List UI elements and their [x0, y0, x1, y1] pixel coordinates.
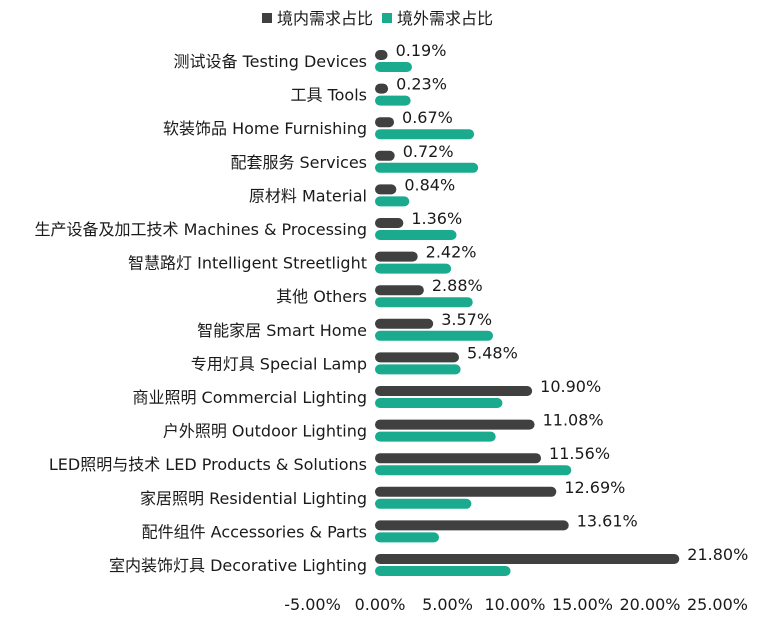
category-label: 测试设备 Testing Devices [174, 52, 367, 71]
category-label: 商业照明 Commercial Lighting [132, 388, 367, 407]
bar-domestic [375, 251, 418, 262]
bar-overseas [375, 465, 572, 476]
data-label-domestic: 13.61% [577, 511, 638, 530]
bar-domestic [375, 318, 434, 329]
legend-swatch-domestic [262, 13, 272, 23]
bar-overseas [375, 230, 457, 240]
data-label-domestic: 0.19% [396, 41, 447, 60]
bar-overseas [375, 297, 473, 308]
data-label-domestic: 0.72% [403, 142, 454, 161]
bar-domestic [375, 486, 557, 497]
data-label-domestic: 0.84% [404, 175, 455, 194]
bar-overseas [375, 62, 412, 72]
x-tick-label: 5.00% [422, 595, 473, 614]
x-tick-label: -5.00% [284, 595, 341, 614]
bar-domestic [375, 117, 395, 128]
data-label-domestic: 11.08% [543, 411, 604, 430]
bar-overseas [375, 263, 452, 274]
bar-overseas [375, 162, 479, 173]
category-label: 配套服务 Services [230, 153, 367, 172]
category-label: 专用灯具 Special Lamp [191, 354, 367, 373]
data-label-domestic: 10.90% [540, 377, 601, 396]
bar-overseas [375, 498, 472, 509]
plot-area: 测试设备 Testing Devices 0.19% 工具 Tools 0.23% 软装… [35, 41, 748, 576]
bar-overseas [375, 532, 439, 543]
category-label: 智能家居 Smart Home [197, 321, 367, 340]
category-label: 配件组件 Accessories & Parts [142, 522, 367, 541]
data-label-domestic: 2.88% [432, 276, 483, 295]
bar-overseas [375, 364, 461, 375]
data-label-domestic: 2.42% [426, 243, 477, 262]
bar-domestic [375, 554, 680, 564]
x-tick-label: 15.00% [552, 595, 613, 614]
bar-overseas [375, 398, 503, 408]
category-label: 室内装饰灯具 Decorative Lighting [109, 556, 367, 575]
bar-domestic [375, 218, 404, 228]
category-label: 原材料 Material [249, 186, 367, 205]
legend-label-domestic: 境内需求占比 [277, 9, 373, 28]
bar-domestic [375, 150, 395, 161]
x-tick-label: 25.00% [687, 595, 748, 614]
bar-overseas [375, 196, 410, 207]
bar-domestic [375, 520, 569, 531]
x-tick-label: 20.00% [619, 595, 680, 614]
bar-domestic [375, 352, 459, 363]
bar-domestic [375, 285, 424, 296]
bar-overseas [375, 330, 493, 341]
category-label: 智慧路灯 Intelligent Streetlight [128, 254, 367, 273]
bar-domestic [375, 453, 542, 464]
bar-domestic [375, 386, 533, 396]
bar-domestic [375, 184, 397, 195]
bar-domestic [375, 83, 389, 94]
category-label: 软装饰品 Home Furnishing [163, 119, 367, 138]
x-tick-label: 0.00% [355, 595, 406, 614]
bar-overseas [375, 95, 411, 106]
category-label: 其他 Others [276, 287, 367, 306]
category-label: 工具 Tools [290, 86, 367, 105]
category-label: LED照明与技术 LED Products & Solutions [49, 455, 367, 474]
data-label-domestic: 12.69% [564, 478, 625, 497]
data-label-domestic: 21.80% [687, 545, 748, 564]
data-label-domestic: 3.57% [441, 310, 492, 329]
bar-overseas [375, 129, 475, 140]
category-label: 家居照明 Residential Lighting [140, 489, 367, 508]
bar-domestic [375, 50, 388, 60]
x-axis: -5.00% 0.00% 5.00% 10.00% 15.00% 20.00% 25.00% [284, 595, 748, 614]
bar-overseas [375, 431, 496, 442]
bar-overseas [375, 566, 511, 576]
category-label: 户外照明 Outdoor Lighting [163, 422, 367, 441]
data-label-domestic: 5.48% [467, 343, 518, 362]
bar-domestic [375, 419, 535, 430]
data-label-domestic: 11.56% [549, 444, 610, 463]
category-label: 生产设备及加工技术 Machines & Processing [35, 220, 368, 239]
legend: 境内需求占比 境外需求占比 [262, 9, 493, 28]
legend-swatch-overseas [382, 13, 392, 23]
data-label-domestic: 0.67% [402, 108, 453, 127]
data-label-domestic: 0.23% [396, 75, 447, 94]
data-label-domestic: 1.36% [411, 209, 462, 228]
legend-label-overseas: 境外需求占比 [397, 9, 493, 28]
x-tick-label: 10.00% [484, 595, 545, 614]
